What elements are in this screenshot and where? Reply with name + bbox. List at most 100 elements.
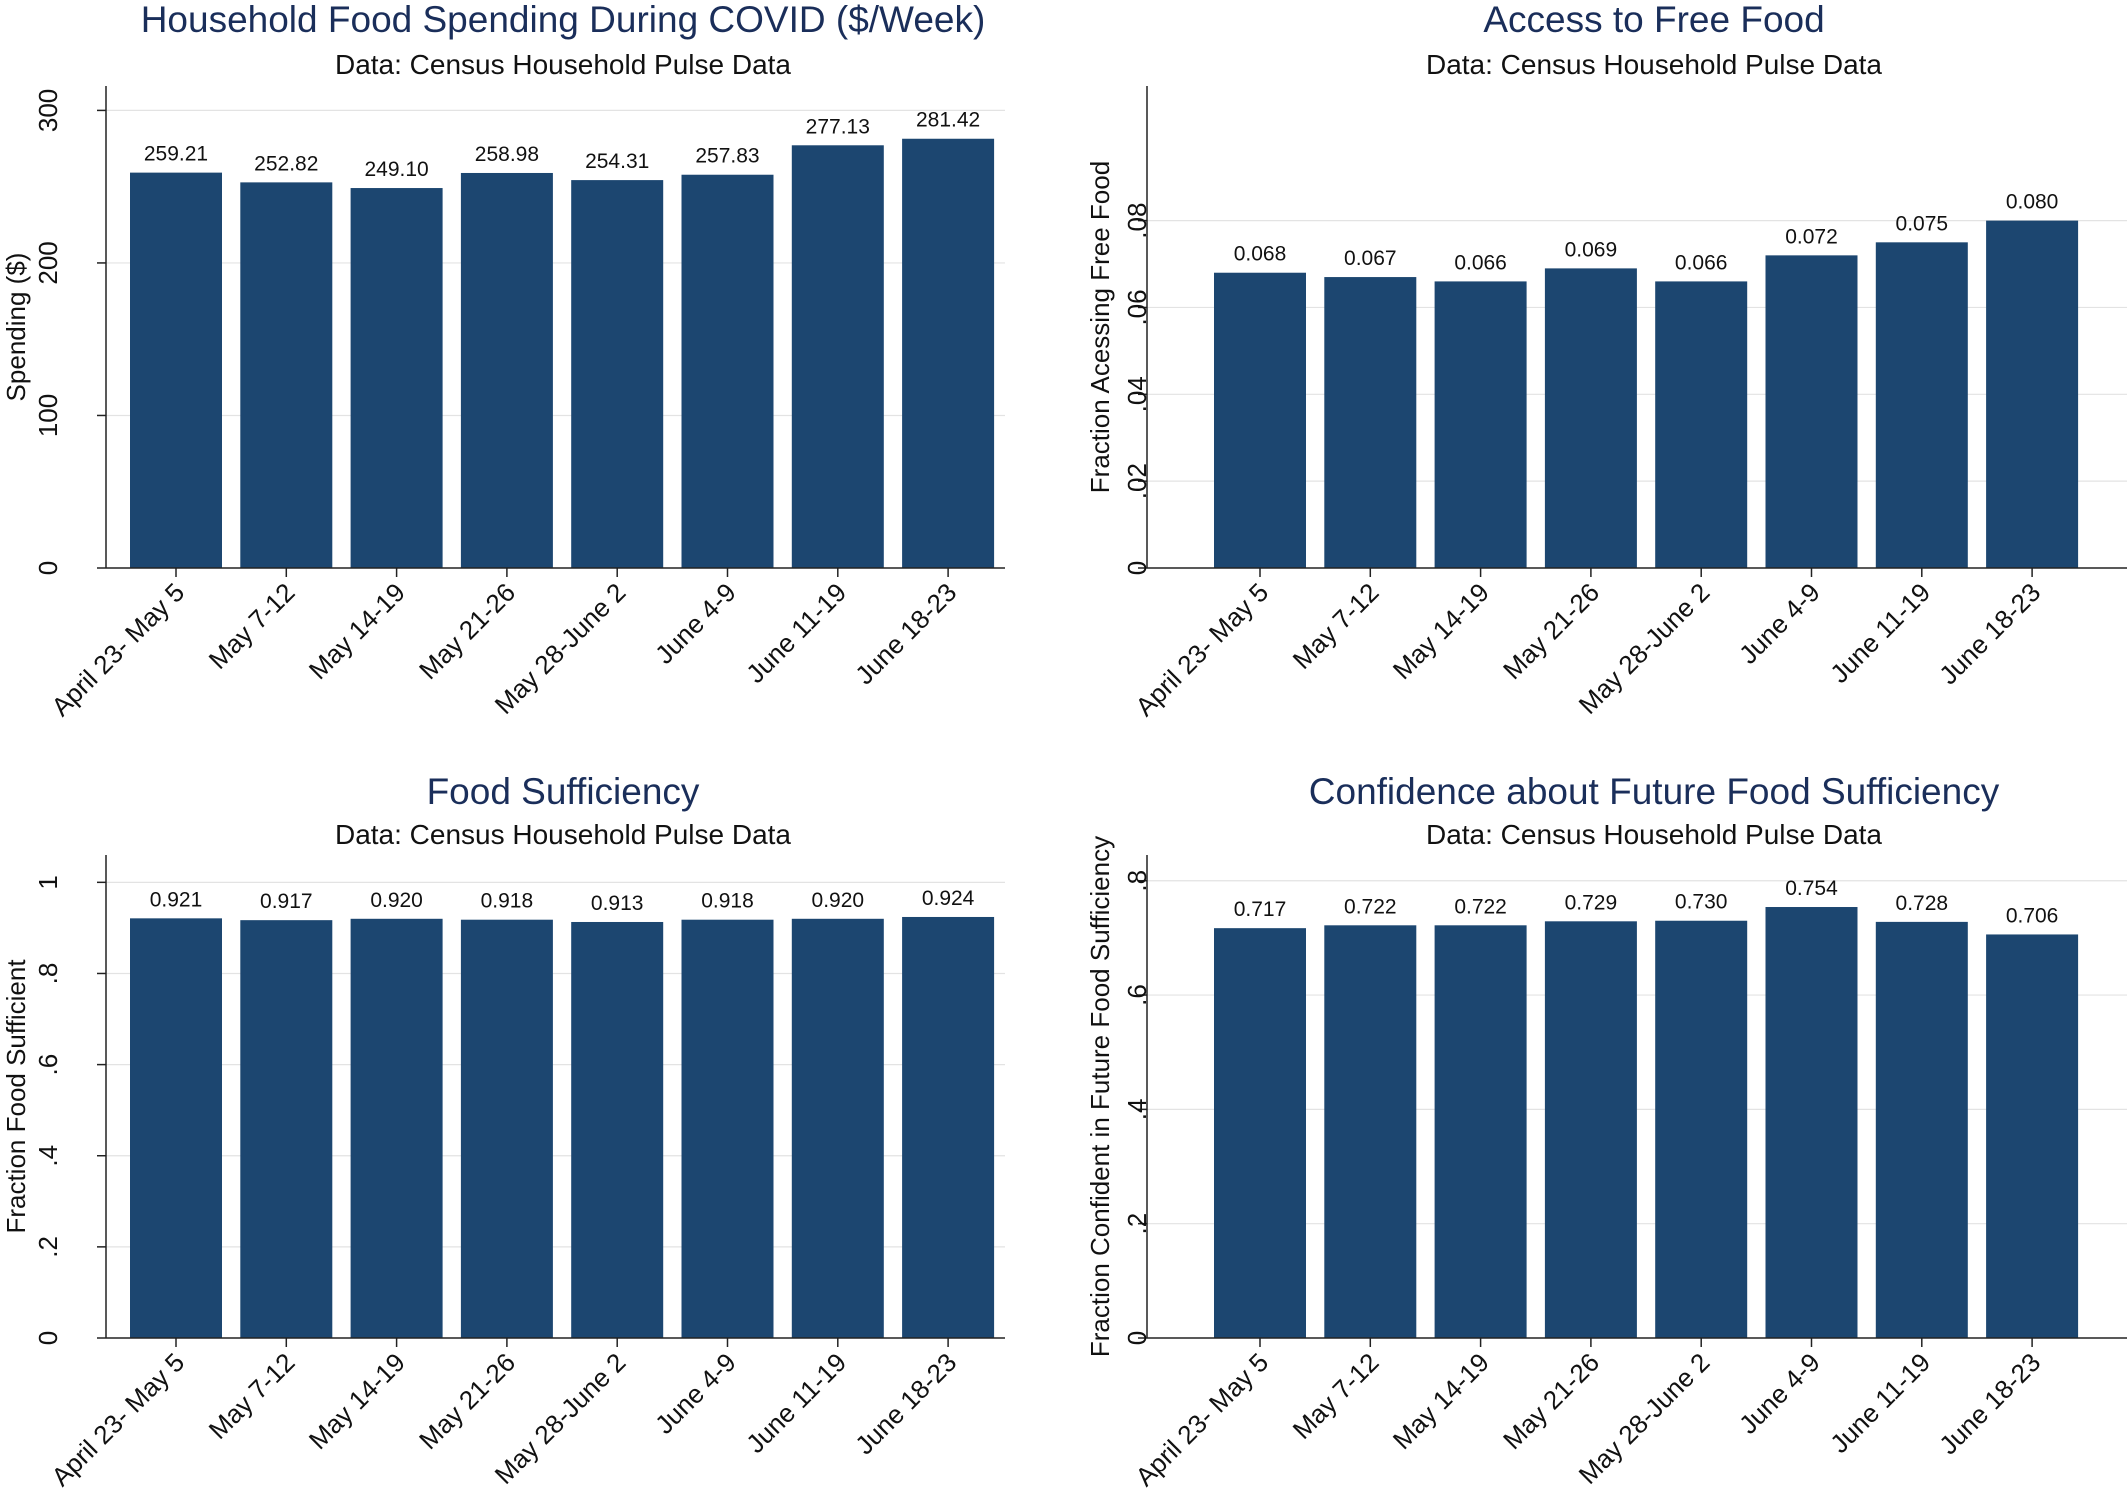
chart-panel-2: 0.068 0.067 0.0660.0690.0660.0720.0750.080… (1085, 0, 2127, 722)
y-tick-label: 1 (33, 875, 63, 889)
bar (130, 918, 222, 1338)
bar (350, 918, 443, 1338)
data-label: 0.918 (701, 890, 754, 913)
data-label: 0.920 (812, 889, 865, 912)
y-tick-label: .08 (1122, 203, 1152, 239)
y-tick-label: .06 (1122, 289, 1152, 325)
y-tick-label: .8 (33, 963, 63, 985)
bar (130, 172, 222, 568)
bar (460, 172, 553, 568)
bar (902, 138, 995, 569)
y-tick-label: .2 (1122, 1213, 1152, 1235)
y-tick-label: .4 (1122, 1099, 1152, 1121)
x-tick-label: May 7-12 (1287, 1347, 1385, 1445)
bar (1655, 281, 1748, 568)
y-axis-label: Fraction Acessing Free Food (1085, 161, 1115, 493)
y-tick-label: .2 (33, 1236, 63, 1258)
bar (1655, 920, 1748, 1338)
data-label: 257.83 (695, 145, 759, 168)
data-label: 0.729 (1565, 891, 1618, 914)
x-tick-label: May 7-12 (203, 577, 301, 675)
chart-subtitle: Data: Census Household Pulse Data (1426, 819, 1882, 850)
x-tick-label: April 23- May 5 (1129, 577, 1274, 722)
y-tick-label: 0 (33, 561, 63, 575)
chart-title: Confidence about Future Food Sufficiency (1309, 771, 2000, 812)
bar (1986, 220, 2079, 568)
x-tick-label: April 23- May 5 (45, 1347, 190, 1491)
bar (1544, 921, 1637, 1338)
bar (1544, 268, 1637, 568)
data-label: 281.42 (916, 109, 980, 132)
bar (1875, 921, 1968, 1338)
y-tick-label: .02 (1122, 463, 1152, 499)
data-label: 254.31 (585, 150, 649, 173)
data-label: 0.066 (1675, 251, 1728, 274)
x-tick-label: June 4-9 (649, 577, 742, 670)
bar (1324, 277, 1417, 568)
y-axis-label: Fraction Food Sufficient (1, 959, 31, 1234)
data-label: 0.924 (922, 887, 975, 910)
bar (1765, 255, 1858, 568)
y-tick-label: .6 (1122, 984, 1152, 1006)
chart-panel-4: 0.717 0.722 0.722 0.729 0.730 0.754 0.728 0.706… (1085, 771, 2127, 1491)
data-label: 0.072 (1785, 225, 1838, 248)
bar (240, 182, 333, 568)
data-label: 0.917 (260, 890, 313, 913)
chart-subtitle: Data: Census Household Pulse Data (335, 49, 791, 80)
x-tick-label: May 7-12 (1287, 577, 1385, 675)
data-label: 277.13 (806, 115, 870, 138)
bar (902, 916, 995, 1338)
x-tick-label: June 4-9 (1733, 577, 1826, 670)
bar (791, 918, 884, 1338)
data-label: 0.754 (1785, 877, 1838, 900)
data-label: 0.913 (591, 892, 644, 915)
x-tick-label: May 14-19 (1387, 577, 1495, 685)
data-label: 0.918 (481, 890, 534, 913)
data-label: 0.067 (1344, 247, 1397, 270)
x-tick-label: May 14-19 (1387, 1347, 1495, 1455)
chart-panel-1: 259.21 252.82 249.10 258.98 254.31 257.83 277.… (1, 0, 1005, 722)
data-label: 0.728 (1896, 892, 1949, 915)
x-tick-label: June 4-9 (1733, 1347, 1826, 1440)
data-label: 0.075 (1896, 212, 1949, 235)
chart-subtitle: Data: Census Household Pulse Data (1426, 49, 1882, 80)
chart-subtitle: Data: Census Household Pulse Data (335, 819, 791, 850)
bar (1214, 272, 1306, 568)
data-label: 0.717 (1234, 898, 1287, 921)
data-label: 0.722 (1344, 895, 1397, 918)
data-label: 0.921 (150, 888, 203, 911)
x-tick-label: May 14-19 (303, 577, 411, 685)
x-tick-label: June 18-23 (849, 1347, 962, 1460)
y-tick-label: 100 (33, 394, 63, 437)
bar (1214, 928, 1306, 1338)
data-label: 0.730 (1675, 891, 1728, 914)
bar (1875, 242, 1968, 568)
y-tick-label: 300 (33, 89, 63, 132)
y-tick-label: .6 (33, 1054, 63, 1076)
bar (460, 919, 553, 1338)
bar (240, 920, 333, 1338)
y-tick-label: 0 (1122, 1331, 1152, 1345)
x-tick-label: May 21-26 (1497, 1347, 1605, 1455)
data-label: 0.920 (370, 889, 423, 912)
x-tick-label: June 11-19 (740, 1347, 852, 1459)
x-tick-label: May 21-26 (413, 1347, 521, 1455)
data-label: 0.722 (1454, 895, 1507, 918)
x-tick-label: April 23- May 5 (1129, 1347, 1274, 1491)
bar (1434, 281, 1527, 568)
x-tick-label: May 7-12 (203, 1347, 301, 1445)
bar (681, 174, 774, 568)
x-tick-label: June 18-23 (1933, 1347, 2046, 1460)
y-tick-label: 0 (33, 1331, 63, 1345)
chart-title: Food Sufficiency (427, 771, 700, 812)
data-label: 0.706 (2006, 904, 2059, 927)
data-label: 0.080 (2006, 191, 2059, 214)
chart-panel-3: 0.921 0.917 0.920 0.918 0.913 0.918 0.920 0.924… (1, 771, 1005, 1491)
data-label: 252.82 (254, 152, 318, 175)
data-label: 0.066 (1454, 251, 1507, 274)
bar (1324, 925, 1417, 1338)
x-tick-label: June 11-19 (740, 577, 852, 689)
bar (1765, 907, 1858, 1338)
x-tick-label: May 21-26 (1497, 577, 1605, 685)
